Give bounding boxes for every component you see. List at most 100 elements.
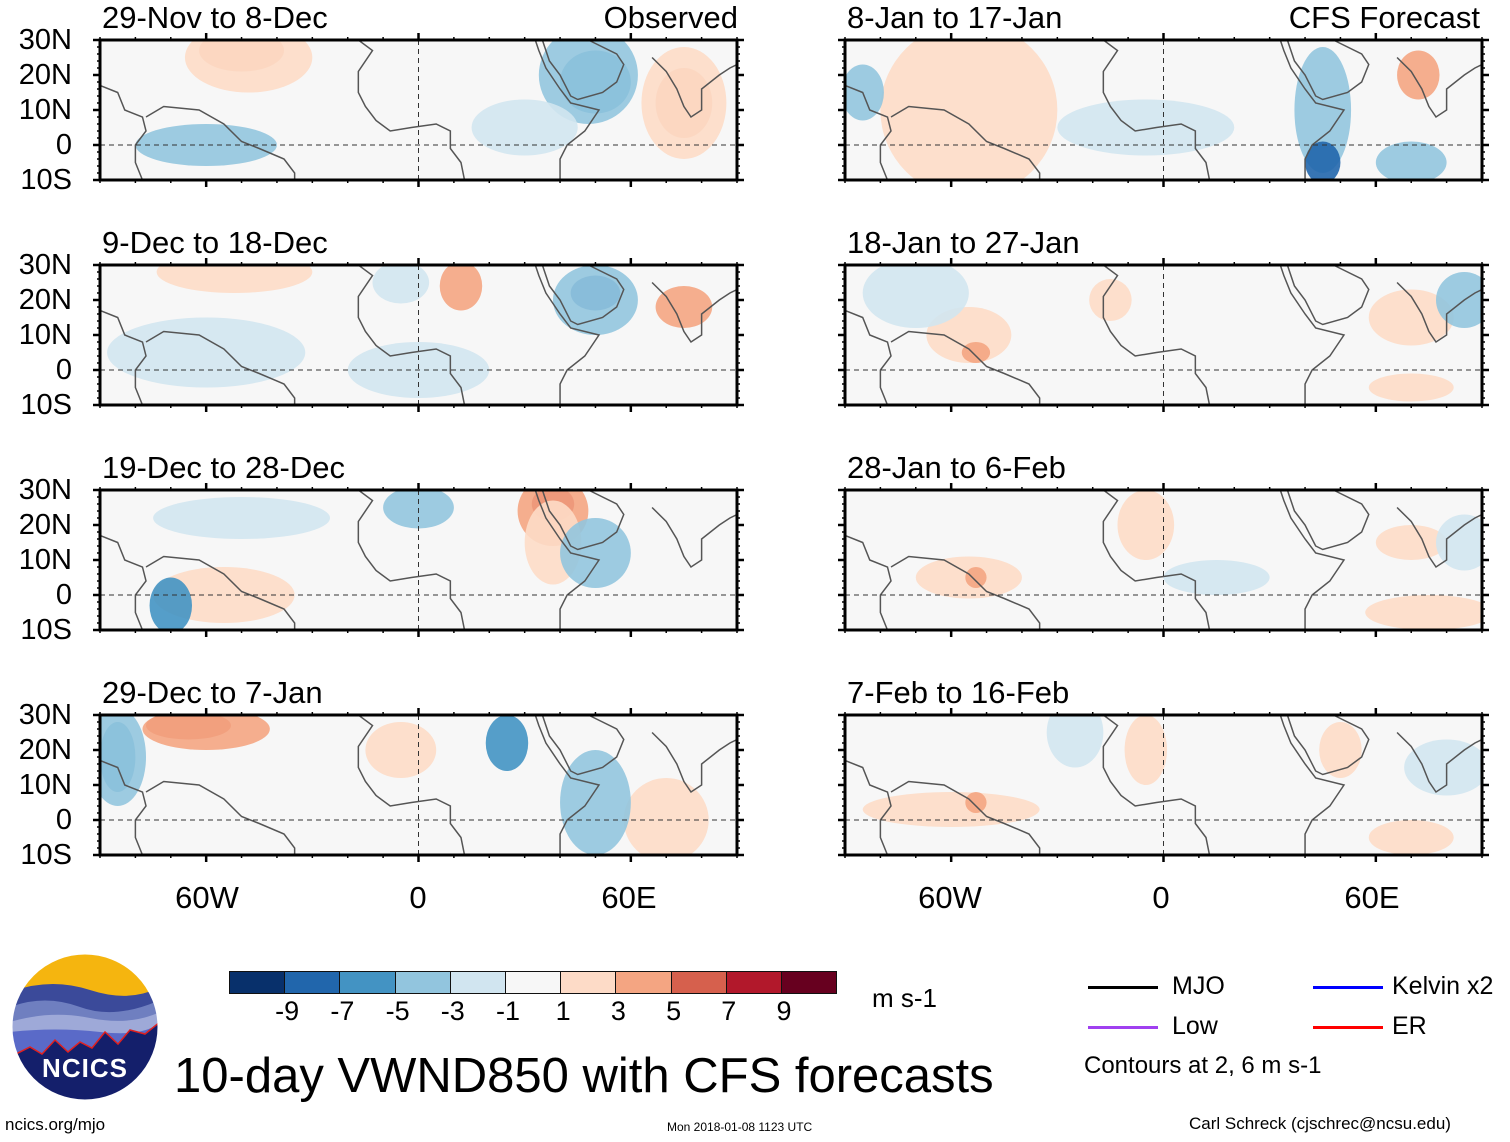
anomaly-region bbox=[439, 265, 483, 311]
colorbar-units: m s-1 bbox=[872, 983, 937, 1013]
map-panel bbox=[93, 258, 744, 412]
lat-tick-label: 10N bbox=[18, 319, 72, 351]
anomaly-region bbox=[1368, 820, 1454, 855]
legend-label-kelvin: Kelvin x2 bbox=[1392, 972, 1494, 1000]
lat-tick-label: 10N bbox=[18, 94, 72, 126]
coastline bbox=[1102, 265, 1211, 405]
colorbar-swatch bbox=[229, 971, 286, 994]
coastline bbox=[145, 105, 296, 180]
panel-title: 8-Jan to 17-Jan bbox=[847, 0, 1063, 35]
anomaly-region bbox=[1404, 739, 1482, 796]
ncics-logo[interactable]: NCICS bbox=[10, 952, 160, 1102]
coastline bbox=[145, 330, 296, 405]
coastline bbox=[845, 759, 892, 855]
anomaly-region bbox=[961, 342, 991, 363]
lat-tick-label: 10S bbox=[20, 389, 72, 421]
colorbar-tick-label: 5 bbox=[666, 996, 682, 1026]
anomaly-region bbox=[1124, 715, 1168, 785]
legend-line-er bbox=[1313, 1026, 1383, 1029]
anomaly-region bbox=[485, 715, 529, 771]
legend-line-low bbox=[1088, 1026, 1158, 1029]
coastline bbox=[357, 265, 466, 405]
lon-tick-label: 60E bbox=[1344, 880, 1400, 915]
observed-label: Observed bbox=[603, 0, 738, 35]
coastline bbox=[534, 265, 601, 405]
colorbar-swatch bbox=[394, 971, 451, 994]
coastline bbox=[1279, 490, 1346, 630]
lon-tick-label: 0 bbox=[1152, 880, 1170, 915]
lon-tick-label: 60W bbox=[918, 880, 982, 915]
anomaly-region bbox=[1436, 514, 1482, 571]
anomaly-region bbox=[153, 497, 331, 539]
anomaly-region bbox=[142, 715, 270, 750]
coastline bbox=[890, 780, 1041, 855]
panel-title: 9-Dec to 18-Dec bbox=[102, 225, 328, 260]
colorbar-tick-label: 1 bbox=[555, 996, 571, 1026]
coastline bbox=[651, 506, 737, 569]
coastline bbox=[1286, 40, 1370, 101]
coastline bbox=[541, 490, 625, 551]
coastline bbox=[145, 780, 296, 855]
legend-label-low: Low bbox=[1172, 1012, 1218, 1040]
anomaly-region bbox=[1368, 373, 1454, 402]
lat-tick-label: 10N bbox=[18, 544, 72, 576]
coastline bbox=[357, 490, 466, 630]
lon-tick-label: 60W bbox=[175, 880, 239, 915]
lat-tick-label: 20N bbox=[18, 59, 72, 91]
coastline bbox=[1396, 506, 1482, 569]
legend-line-mjo bbox=[1088, 986, 1158, 989]
legend-label-mjo: MJO bbox=[1172, 972, 1225, 1000]
anomaly-region bbox=[655, 286, 713, 328]
colorbar-swatch bbox=[615, 971, 672, 994]
lat-tick-label: 0 bbox=[55, 354, 72, 386]
coastline bbox=[100, 84, 147, 180]
lat-tick-label: 10N bbox=[18, 769, 72, 801]
coastline bbox=[1286, 715, 1370, 776]
lat-tick-label: 20N bbox=[18, 509, 72, 541]
panel-title: 18-Jan to 27-Jan bbox=[847, 225, 1080, 260]
coastline bbox=[541, 265, 625, 326]
colorbar-swatch bbox=[670, 971, 727, 994]
coastline bbox=[1396, 281, 1482, 344]
contour-note: Contours at 2, 6 m s-1 bbox=[1084, 1052, 1322, 1079]
map-panel bbox=[838, 258, 1489, 412]
colorbar-tick-label: 9 bbox=[776, 996, 792, 1026]
anomaly-region bbox=[107, 317, 306, 388]
anomaly-region bbox=[641, 47, 727, 159]
anomaly-region bbox=[965, 567, 987, 588]
lat-tick-label: 0 bbox=[55, 129, 72, 161]
coastline bbox=[651, 281, 737, 344]
colorbar-swatch bbox=[449, 971, 506, 994]
panel-title: 7-Feb to 16-Feb bbox=[847, 675, 1070, 710]
colorbar-tick-label: -5 bbox=[385, 996, 410, 1026]
colorbar-tick-label: -9 bbox=[275, 996, 300, 1026]
panel-title: 28-Jan to 6-Feb bbox=[847, 450, 1066, 485]
anomaly-region bbox=[1365, 595, 1482, 630]
lat-tick-label: 20N bbox=[18, 284, 72, 316]
coastline bbox=[541, 715, 625, 776]
coastline bbox=[534, 715, 601, 855]
lat-tick-label: 30N bbox=[18, 249, 72, 281]
anomaly-region bbox=[1368, 289, 1454, 346]
chart-title: 10-day VWND850 with CFS forecasts bbox=[174, 1049, 994, 1103]
coastline bbox=[1286, 490, 1370, 551]
map-panel bbox=[838, 708, 1489, 862]
anomaly-region bbox=[965, 792, 987, 813]
coastline bbox=[890, 330, 1041, 405]
coastline bbox=[145, 555, 296, 630]
anomaly-region bbox=[1117, 490, 1175, 560]
coastline bbox=[651, 731, 737, 794]
coastline bbox=[651, 56, 737, 119]
ncics-logo-text: NCICS bbox=[42, 1053, 128, 1083]
coastline bbox=[1102, 490, 1211, 630]
ncics-url-link[interactable]: ncics.org/mjo bbox=[5, 1115, 106, 1134]
anomaly-region bbox=[1089, 279, 1132, 321]
anomaly-region bbox=[184, 40, 313, 93]
anomaly-region bbox=[623, 778, 709, 855]
anomaly-region bbox=[880, 40, 1058, 180]
map-panel bbox=[838, 33, 1489, 187]
anomaly-region bbox=[1375, 525, 1447, 560]
coastline bbox=[1279, 40, 1346, 180]
lat-tick-label: 30N bbox=[18, 699, 72, 731]
coastline bbox=[100, 759, 147, 855]
